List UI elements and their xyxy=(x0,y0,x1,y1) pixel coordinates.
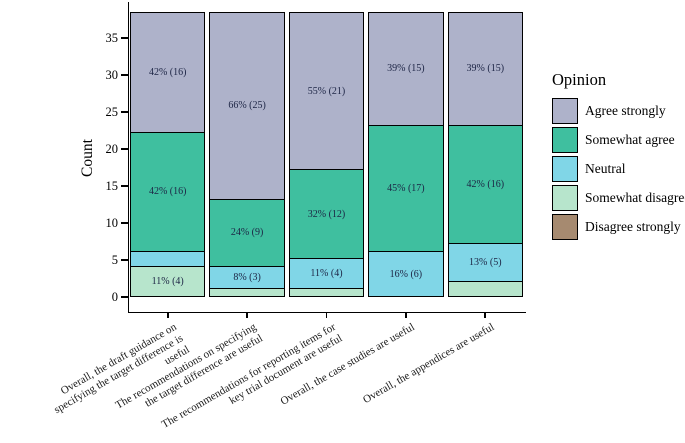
segment-label: 42% (16) xyxy=(148,186,187,198)
y-tick-mark xyxy=(121,148,128,150)
legend-item: Somewhat agree xyxy=(552,125,685,154)
bar: 42% (16) 42% (16) 11% (4) xyxy=(129,12,206,297)
bar-segment: 55% (21) xyxy=(289,13,364,169)
x-tick-mark xyxy=(484,312,487,318)
y-tick-label: 20 xyxy=(105,142,119,156)
legend-swatch xyxy=(552,126,578,153)
bar-segment: 42% (16) xyxy=(448,124,523,244)
y-tick-label: 25 xyxy=(105,105,119,119)
bar-segment: 66% (25) xyxy=(210,13,284,199)
legend-item: Neutral xyxy=(552,154,685,183)
bar: 55% (21) 32% (12) 11% (4) xyxy=(288,12,365,297)
bar-segment xyxy=(289,288,364,296)
bar-segment: 16% (6) xyxy=(369,251,443,296)
bar-segment: 42% (16) xyxy=(130,13,205,132)
bar-segment: 24% (9) xyxy=(210,198,284,266)
segment-label: 13% (5) xyxy=(469,257,502,269)
segment-label: 42% (16) xyxy=(466,179,505,190)
x-axis-label: Overall, the appendices are useful xyxy=(360,321,497,407)
x-tick-mark xyxy=(166,312,169,318)
y-tick-label: 5 xyxy=(111,253,118,267)
bar-segment xyxy=(448,280,523,297)
y-tick-mark xyxy=(121,259,128,261)
bar: 66% (25) 24% (9) 8% (3) xyxy=(209,12,285,297)
segment-label: 55% (21) xyxy=(307,85,346,97)
legend-item: Somewhat disagree xyxy=(552,183,685,212)
y-tick-mark xyxy=(121,37,128,39)
legend-swatch xyxy=(552,155,578,182)
segment-label: 42% (16) xyxy=(148,67,187,79)
segment-label: 11% (4) xyxy=(151,276,184,287)
y-tick-label: 35 xyxy=(105,31,119,45)
y-tick-mark xyxy=(121,74,128,76)
bar-segment: 42% (16) xyxy=(130,132,205,251)
segment-label: 66% (25) xyxy=(228,100,266,112)
legend-label: Somewhat disagree xyxy=(585,189,685,205)
y-tick-mark xyxy=(121,222,128,224)
legend-label: Neutral xyxy=(585,160,626,176)
legend-swatch xyxy=(552,184,578,211)
bar-segment: 45% (17) xyxy=(369,124,443,252)
y-tick-mark xyxy=(121,185,128,187)
bar: 39% (15) 42% (16) 13% (5) xyxy=(447,12,524,297)
bar-segment: 11% (4) xyxy=(130,266,205,296)
x-tick-mark xyxy=(405,312,407,318)
legend-item: Disagree strongly xyxy=(552,212,685,241)
y-tick-mark xyxy=(121,111,128,113)
bar-segment: 8% (3) xyxy=(210,265,284,289)
y-tick-label: 10 xyxy=(105,216,119,230)
legend-swatch xyxy=(552,97,578,124)
segment-label: 24% (9) xyxy=(230,227,264,239)
legend: Opinion Agree strongly Somewhat agree Neut… xyxy=(552,70,685,241)
y-tick-label: 15 xyxy=(105,179,119,193)
bar-segment: 11% (4) xyxy=(289,258,364,289)
y-tick-label: 30 xyxy=(105,68,119,82)
segment-label: 45% (17) xyxy=(387,182,425,194)
legend-title: Opinion xyxy=(552,70,607,89)
bar-segment: 39% (15) xyxy=(448,13,523,125)
bar-segment: 13% (5) xyxy=(448,243,523,281)
legend-items: Agree strongly Somewhat agree Neutral Somew… xyxy=(552,96,685,241)
legend-label: Agree strongly xyxy=(585,102,666,118)
x-tick-mark xyxy=(325,312,328,318)
bar: 39% (15) 45% (17) 16% (6) xyxy=(368,12,444,297)
segment-label: 8% (3) xyxy=(233,271,261,283)
segment-label: 32% (12) xyxy=(307,208,346,220)
legend-item: Agree strongly xyxy=(552,96,685,125)
bar-segment xyxy=(130,250,205,266)
legend-swatch xyxy=(552,213,578,240)
y-tick-mark xyxy=(121,296,128,298)
legend-label: Disagree strongly xyxy=(585,218,681,234)
bar-segment xyxy=(210,288,284,296)
segment-label: 39% (15) xyxy=(466,63,505,75)
segment-label: 11% (4) xyxy=(310,268,343,280)
bar-segment: 32% (12) xyxy=(289,169,364,259)
y-tick-label: 0 xyxy=(111,290,118,304)
segment-label: 16% (6) xyxy=(389,268,423,280)
x-tick-mark xyxy=(246,312,248,318)
legend-label: Somewhat agree xyxy=(585,131,675,147)
bar-segment: 39% (15) xyxy=(369,13,443,125)
segment-label: 39% (15) xyxy=(387,63,425,75)
